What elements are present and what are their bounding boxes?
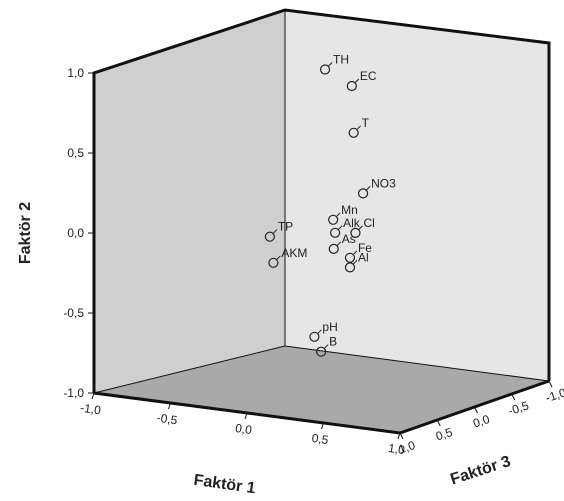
point-label: T — [362, 116, 370, 130]
point-leader — [317, 329, 322, 335]
y-tick-label: 0,0 — [67, 226, 84, 240]
x-tick-mark — [397, 432, 401, 440]
point-label: Cl — [363, 216, 374, 230]
point-marker — [316, 346, 327, 357]
point-marker — [357, 188, 369, 199]
x-tick-mark — [168, 402, 171, 410]
x-tick-label: 0,5 — [311, 431, 330, 447]
z-tick-mark — [548, 380, 553, 388]
z-tick-mark — [511, 393, 516, 401]
point-marker — [328, 243, 339, 254]
point-leader — [337, 225, 343, 231]
point-leader — [358, 225, 363, 231]
point-label: Al — [358, 250, 369, 264]
point-label: Mn — [341, 203, 358, 217]
back-wall — [285, 10, 549, 381]
x-tick-label: -0,5 — [156, 411, 179, 428]
point-marker — [344, 262, 356, 273]
z-tick-label: 1,0 — [397, 438, 418, 457]
point-marker — [350, 227, 361, 238]
z-axis-title: Faktör 3 — [448, 453, 513, 488]
point-leader — [352, 260, 358, 265]
point-marker — [329, 227, 341, 238]
point-label: AKM — [281, 246, 307, 260]
left-wall — [94, 10, 285, 393]
x-tick-mark — [244, 412, 248, 420]
point-label: EC — [360, 69, 377, 83]
point-leader — [327, 62, 333, 67]
point-label: Alk — [343, 216, 361, 230]
point-marker — [328, 214, 339, 225]
y-axis-title: Faktör 2 — [17, 202, 34, 264]
z-tick-mark — [474, 406, 478, 414]
point-label: TP — [278, 220, 293, 234]
point-label: Fe — [358, 241, 372, 255]
point-label: B — [329, 335, 337, 349]
point-marker — [346, 80, 357, 92]
point-label: TH — [333, 53, 349, 67]
x-tick-label: -1,0 — [79, 401, 102, 418]
point-marker — [268, 257, 279, 268]
z-tick-label: -0,5 — [507, 398, 531, 418]
point-marker — [348, 127, 359, 138]
point-leader — [323, 344, 329, 350]
y-tick-label: -1,0 — [63, 386, 84, 400]
x-tick-label: 1,0 — [387, 441, 406, 457]
point-marker — [264, 231, 275, 242]
point-leader — [356, 125, 362, 131]
point-leader — [354, 78, 360, 84]
point-leader — [365, 186, 371, 191]
point-marker — [319, 64, 331, 75]
point-leader — [276, 255, 281, 261]
point-label: NO3 — [371, 176, 396, 190]
point-marker — [309, 331, 320, 342]
z-tick-mark — [436, 419, 441, 427]
x-tick-mark — [321, 422, 324, 430]
x-tick-label: 0,0 — [234, 421, 253, 437]
x-tick-mark — [91, 392, 95, 400]
point-label: As — [342, 232, 356, 246]
y-tick-label: -0,5 — [63, 306, 84, 320]
floor — [94, 346, 549, 433]
point-label: pH — [322, 320, 337, 334]
z-tick-label: 0,5 — [434, 425, 455, 444]
x-axis-title: Faktör 1 — [193, 472, 257, 498]
point-leader — [336, 241, 342, 247]
point-leader — [335, 212, 341, 218]
y-tick-label: 1,0 — [67, 66, 84, 80]
z-tick-label: 0,0 — [471, 412, 492, 431]
y-tick-label: 0,5 — [67, 146, 84, 160]
point-marker — [344, 252, 356, 263]
point-leader — [272, 229, 278, 235]
z-tick-mark — [399, 432, 404, 440]
point-leader — [352, 250, 358, 256]
axis-ticks: 1,00,50,0-0,5-1,0-1,0-0,50,00,51,01,00,5… — [63, 66, 564, 457]
z-tick-label: -1,0 — [544, 385, 564, 405]
